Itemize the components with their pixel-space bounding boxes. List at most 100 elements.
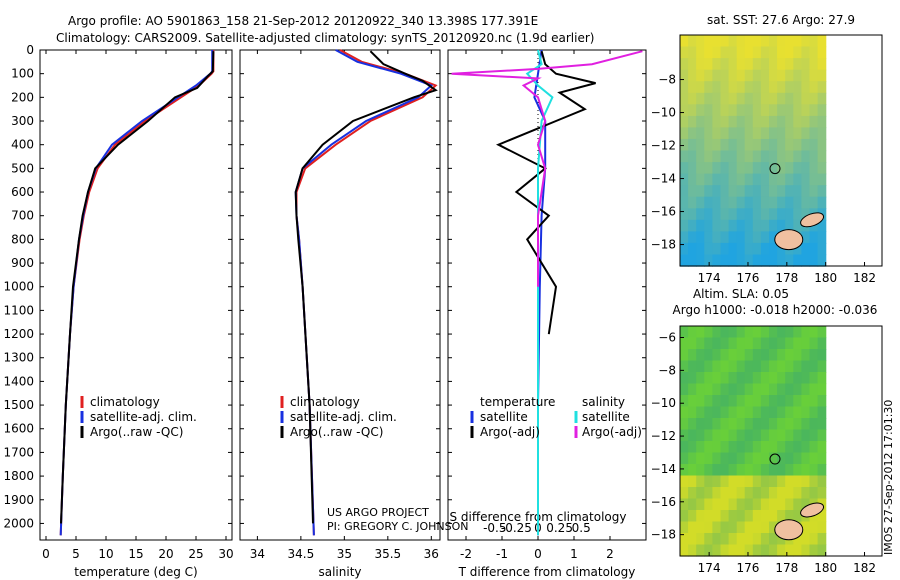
map-cell <box>680 464 689 477</box>
map-cell <box>785 35 794 48</box>
map-cell <box>785 487 794 500</box>
map-cell <box>688 231 697 244</box>
map-cell <box>777 162 786 175</box>
map-cell <box>809 173 819 186</box>
map-cell <box>704 360 713 373</box>
map-cell <box>785 544 794 557</box>
map-cell <box>809 92 819 105</box>
map-cell <box>793 208 802 221</box>
map-cell <box>688 138 697 152</box>
map-cell <box>688 69 697 82</box>
x-axis-label: T difference from climatology <box>458 565 636 579</box>
map-cell <box>728 242 738 256</box>
map-cell <box>809 58 819 71</box>
map-cell <box>801 242 811 256</box>
map-cell <box>712 406 722 419</box>
map-x-tick-label: 182 <box>853 561 876 575</box>
map-cell <box>696 81 705 94</box>
map-cell <box>720 242 730 256</box>
map-cell <box>720 127 730 140</box>
map-cell <box>728 360 738 373</box>
map-cell <box>793 46 802 59</box>
map-cell <box>785 219 794 232</box>
map-cell <box>688 360 697 373</box>
map-cell <box>769 372 778 385</box>
map-cell <box>801 326 811 339</box>
map-cell <box>744 242 754 256</box>
map-cell <box>744 510 754 523</box>
map-cell <box>720 544 730 557</box>
map-cell <box>704 173 713 186</box>
map-cell <box>704 242 713 256</box>
map-cell <box>785 162 794 175</box>
map-cell <box>704 231 713 244</box>
map-cell <box>720 498 730 511</box>
map-cell <box>712 487 722 500</box>
map-cell <box>704 127 713 140</box>
map-cell <box>720 35 730 48</box>
map-cell <box>752 360 762 373</box>
map-cell <box>720 475 730 488</box>
map-cell <box>696 521 705 534</box>
map-cell <box>720 69 730 82</box>
map-cell <box>769 406 778 419</box>
map-cell <box>793 418 802 431</box>
map-cell <box>688 150 697 163</box>
map-cell <box>736 219 746 232</box>
map-cell <box>777 464 786 477</box>
map-cell <box>769 185 778 198</box>
map-cell <box>769 360 778 373</box>
legend-label: satellite-adj. clim. <box>90 410 197 424</box>
map-cell <box>704 46 713 59</box>
map-y-tick-label: −16 <box>651 205 676 219</box>
map-cell <box>760 196 770 209</box>
map-cell <box>736 58 746 71</box>
y-tick-label: 700 <box>11 209 34 223</box>
map-cell <box>688 242 697 256</box>
map-cell <box>688 372 697 385</box>
map-cell <box>680 406 689 419</box>
map-cell <box>744 162 754 175</box>
map-cell <box>696 196 705 209</box>
legend-label: climatology <box>290 395 360 409</box>
map-cell <box>728 81 738 94</box>
map-cell <box>760 115 770 129</box>
legend-label: Argo(..raw -QC) <box>290 425 383 439</box>
map-cell <box>785 464 794 477</box>
map-cell <box>744 544 754 557</box>
map-cell <box>793 429 802 442</box>
map-cell <box>809 544 819 557</box>
map-cell <box>712 104 722 117</box>
map-cell <box>720 173 730 186</box>
map-cell <box>777 104 786 117</box>
map-cell <box>785 441 794 454</box>
map-y-tick-label: −10 <box>651 106 676 120</box>
map-cell <box>809 521 819 534</box>
map-cell <box>777 429 786 442</box>
map-cell <box>793 35 802 48</box>
map-cell <box>736 498 746 511</box>
map-cell <box>680 127 689 140</box>
map-cell <box>769 337 778 350</box>
series-argo <box>60 51 215 524</box>
map-cell <box>728 441 738 454</box>
map-cell <box>801 337 811 350</box>
map-cell <box>760 35 770 48</box>
map-cell <box>769 46 778 59</box>
map-cell <box>777 58 786 71</box>
map-cell <box>696 46 705 59</box>
map-cell <box>809 138 819 152</box>
header-line2: Climatology: CARS2009. Satellite-adjuste… <box>56 31 594 45</box>
y-tick-label: 0 <box>26 43 34 57</box>
map-cell <box>728 521 738 534</box>
map-cell <box>785 406 794 419</box>
map-cell <box>680 452 689 465</box>
map-y-tick-label: −14 <box>651 172 676 186</box>
map-cell <box>801 372 811 385</box>
map-cell <box>704 452 713 465</box>
map-cell <box>793 92 802 105</box>
map-cell <box>752 533 762 546</box>
map-cell <box>736 185 746 198</box>
map-cell <box>777 127 786 140</box>
map-cell <box>712 326 722 339</box>
